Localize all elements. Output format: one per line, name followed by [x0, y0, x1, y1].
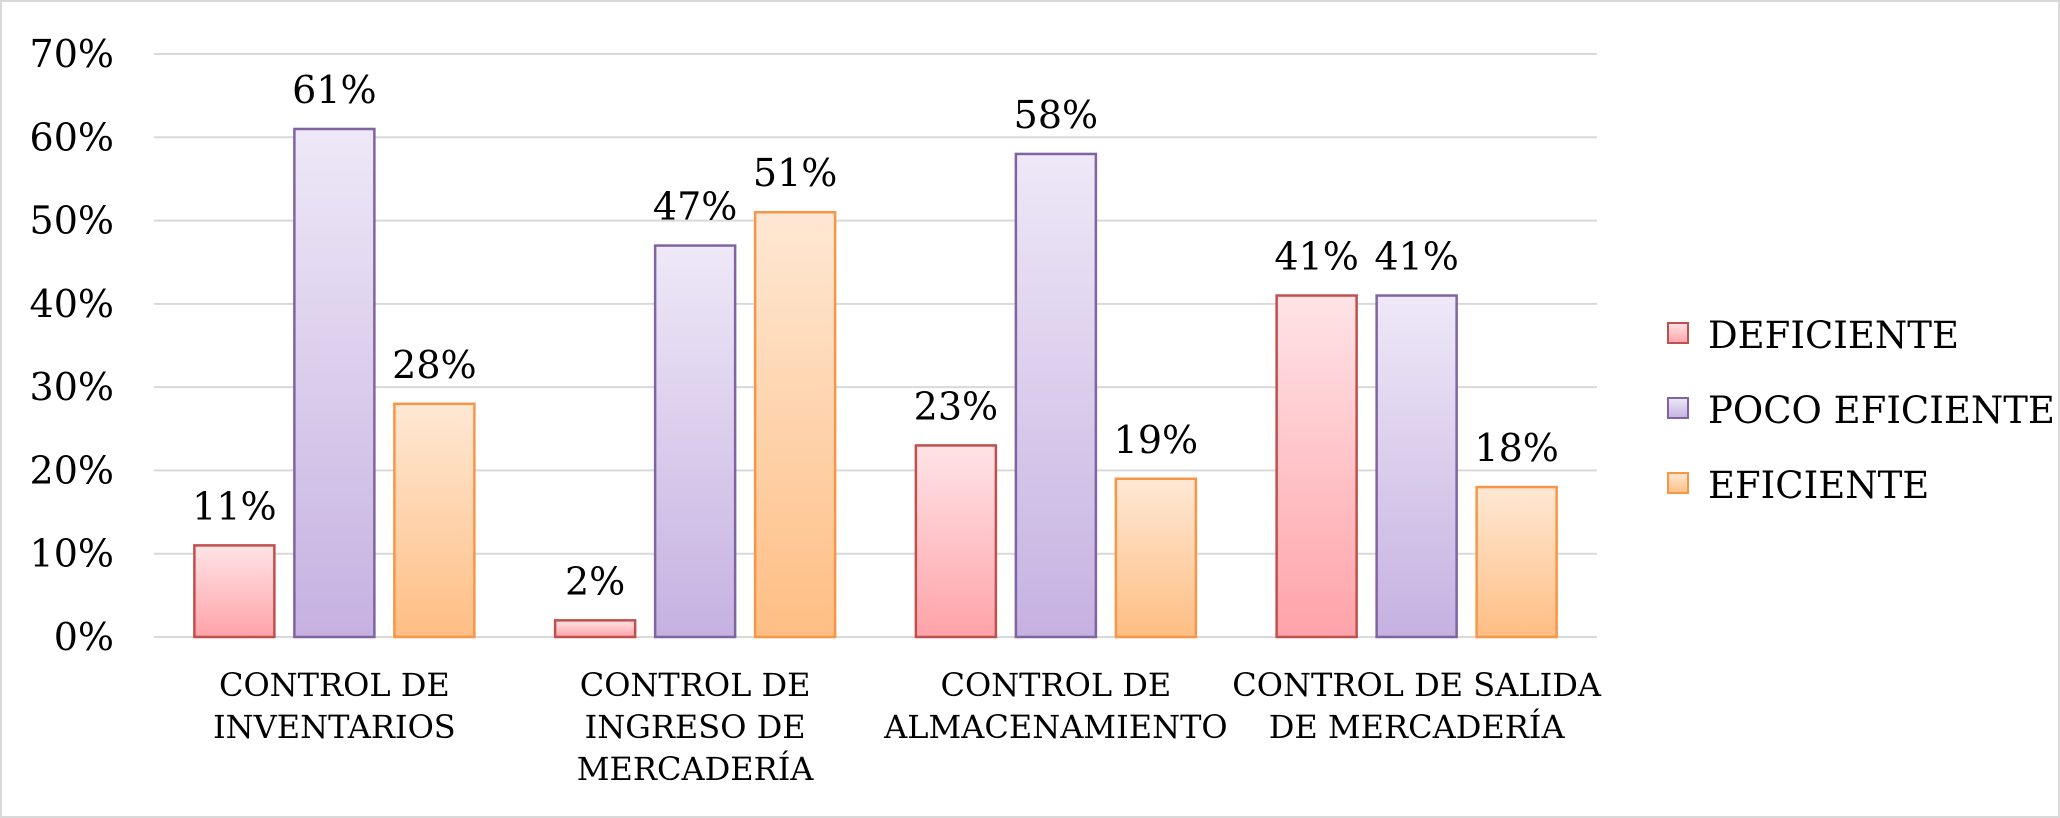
category-label: INGRESO DE	[585, 708, 806, 746]
bar	[1114, 477, 1198, 639]
bar	[393, 402, 476, 639]
legend-swatch	[1667, 397, 1689, 419]
y-tick-label: 50%	[30, 199, 114, 243]
y-tick-label: 20%	[30, 448, 114, 492]
data-label: 41%	[1274, 235, 1358, 279]
bar	[1014, 152, 1098, 639]
category-label: CONTROL DE	[219, 666, 450, 704]
data-label: 41%	[1374, 235, 1458, 279]
bar	[914, 444, 998, 639]
y-tick-label: 70%	[30, 32, 114, 76]
y-tick-label: 40%	[30, 282, 114, 326]
x-axis-categories: CONTROL DE INVENTARIOS CONTROL DE INGRESO D…	[213, 666, 1602, 788]
data-label: 19%	[1114, 418, 1198, 462]
legend-swatch	[1667, 322, 1689, 344]
legend-swatch	[1667, 472, 1689, 494]
data-label: 2%	[565, 559, 625, 603]
y-tick-label: 10%	[30, 532, 114, 576]
data-label: 47%	[653, 185, 737, 229]
legend-label: EFICIENTE	[1708, 464, 1929, 507]
bar	[553, 619, 637, 639]
y-tick-label: 60%	[30, 115, 114, 159]
bars	[193, 127, 1558, 639]
bar	[753, 210, 837, 639]
category-label: CONTROL DE SALIDA	[1232, 666, 1602, 704]
y-tick-label: 0%	[54, 615, 114, 659]
category-label: MERCADERÍA	[577, 750, 815, 788]
bar	[193, 544, 276, 639]
data-label: 61%	[292, 68, 376, 112]
category-label: ALMACENAMIENTO	[883, 708, 1228, 746]
data-label: 18%	[1474, 426, 1558, 470]
bar	[653, 244, 737, 639]
data-label: 58%	[1014, 93, 1098, 137]
category-label: DE MERCADERÍA	[1269, 708, 1566, 746]
legend-label: POCO EFICIENTE	[1708, 389, 2055, 432]
data-label: 23%	[914, 384, 998, 428]
bar	[1475, 485, 1558, 639]
data-label: 28%	[392, 343, 476, 387]
category-label: INVENTARIOS	[213, 708, 456, 746]
data-label: 11%	[192, 484, 276, 528]
legend: DEFICIENTE POCO EFICIENTE EFICIENTE	[1667, 314, 2055, 507]
y-axis-ticks: 0% 10% 20% 30% 40% 50% 60% 70%	[30, 32, 114, 659]
category-label: CONTROL DE	[940, 666, 1171, 704]
legend-label: DEFICIENTE	[1708, 314, 1959, 357]
data-labels: 11% 61% 28% 2% 47% 51% 23% 58% 19% 41% 41% 18%	[192, 68, 1559, 603]
data-label: 51%	[753, 151, 837, 195]
bar	[1275, 294, 1358, 639]
category-label: CONTROL DE	[580, 666, 811, 704]
bar	[293, 127, 376, 639]
y-tick-label: 30%	[30, 365, 114, 409]
bar	[1375, 294, 1458, 639]
